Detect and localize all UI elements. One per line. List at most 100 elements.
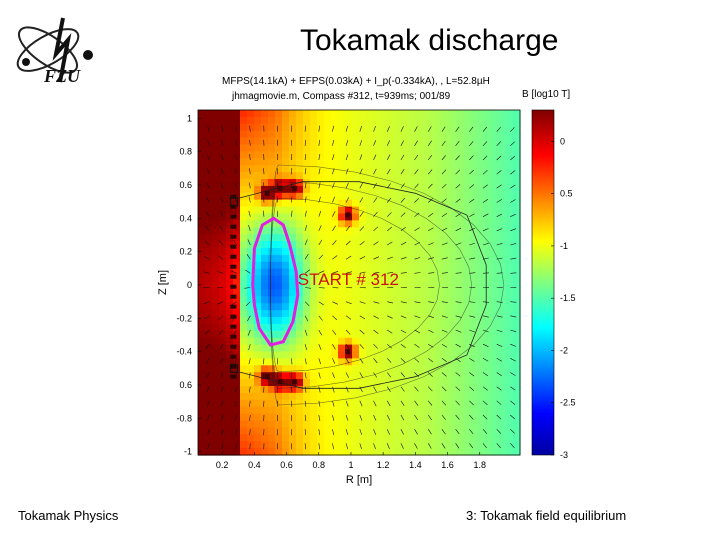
heatmap-cell (450, 123, 458, 132)
heatmap-cell (506, 379, 514, 387)
heatmap-cell (205, 372, 213, 380)
heatmap-cell (282, 130, 290, 139)
field-arrow (496, 199, 502, 203)
heatmap-cell (268, 241, 276, 249)
heatmap-cell (359, 220, 367, 228)
heatmap-cell (478, 165, 486, 173)
heatmap-cell (331, 123, 339, 132)
heatmap-cell (352, 275, 360, 284)
heatmap-cell (205, 434, 213, 442)
heatmap-cell (275, 165, 283, 173)
field-arrow (496, 329, 503, 333)
field-arrow (318, 443, 320, 450)
heatmap-cell (443, 261, 451, 270)
heatmap-cell (317, 158, 325, 166)
field-arrow (496, 213, 503, 217)
field-arrow (441, 126, 446, 132)
heatmap-cell (219, 110, 227, 118)
heatmap-cell (198, 365, 206, 373)
heatmap-cell (450, 289, 458, 297)
field-arrow (469, 242, 476, 246)
heatmap-cell (303, 420, 311, 428)
heatmap-cell (268, 386, 276, 394)
heatmap-cell (471, 379, 479, 387)
heatmap-cell (457, 158, 465, 166)
x-axis: 0.2 0.4 0.6 0.8 1 1.2 1.4 1.6 1.8 (216, 452, 486, 470)
field-arrow (455, 443, 460, 449)
heatmap-cell (373, 123, 381, 132)
heatmap-cell (331, 448, 339, 456)
heatmap-cell (450, 413, 458, 422)
heatmap-cell (499, 420, 507, 428)
heatmap-cell (443, 234, 451, 242)
heatmap-cell (394, 379, 402, 387)
heatmap-cell (359, 386, 367, 394)
heatmap-cell (282, 220, 290, 228)
heatmap-cell (366, 386, 374, 394)
chart-title-line1: MFPS(14.1kA) + EFPS(0.03kA) + I_p(-0.334… (222, 76, 490, 87)
field-arrow (234, 358, 237, 365)
heatmap-cell (310, 220, 318, 228)
heatmap-cell (471, 386, 479, 394)
heatmap-cell (338, 434, 346, 442)
heatmap-cell (401, 144, 409, 152)
heatmap-cell (219, 248, 227, 256)
field-arrow (318, 414, 321, 421)
heatmap-cell (387, 275, 395, 284)
heatmap-cell (415, 261, 423, 270)
heatmap-cell (205, 323, 213, 332)
heatmap-cell (240, 151, 248, 159)
field-arrow (427, 126, 432, 132)
heatmap-cell (436, 220, 444, 228)
heatmap-cell (240, 185, 248, 194)
field-arrow (387, 256, 393, 260)
heatmap-cell (282, 275, 290, 284)
heatmap-cell (401, 448, 409, 456)
heatmap-cell (303, 310, 311, 318)
heatmap-cell (212, 220, 220, 228)
heatmap-cell (289, 323, 297, 332)
heatmap-cell (233, 268, 241, 277)
heatmap-cell (429, 441, 437, 449)
heatmap-cell (436, 330, 444, 339)
field-arrow (249, 125, 251, 132)
field-arrow (400, 301, 407, 304)
heatmap-cell (457, 289, 465, 297)
heatmap-cell (380, 275, 388, 284)
heatmap-cell (261, 365, 269, 373)
heatmap-cell (422, 337, 430, 346)
heatmap-cell (317, 144, 325, 152)
heatmap-cell (429, 268, 437, 277)
heatmap-cell (394, 392, 402, 401)
heatmap-cell (331, 241, 339, 249)
heatmap-cell (457, 268, 465, 277)
heatmap-cell (408, 206, 416, 215)
heatmap-cell (429, 172, 437, 180)
heatmap-cell (499, 427, 507, 435)
heatmap-cell (226, 248, 234, 256)
heatmap-cell (506, 123, 514, 132)
colorbar-tick-label: -2 (560, 345, 568, 355)
solenoid-winding (230, 324, 237, 329)
heatmap-cell (408, 337, 416, 346)
heatmap-cell (198, 379, 206, 387)
heatmap-cell (366, 330, 374, 339)
heatmap-cell (478, 130, 486, 139)
heatmap-cell (324, 234, 332, 242)
heatmap-cell (464, 330, 472, 339)
heatmap-cell (450, 220, 458, 228)
heatmap-cell (282, 296, 290, 304)
field-arrow (359, 344, 364, 349)
heatmap-cell (485, 337, 493, 346)
heatmap-cell (352, 248, 360, 256)
field-arrow (428, 315, 434, 318)
heatmap-cell (247, 213, 255, 221)
heatmap-cell (226, 234, 234, 242)
heatmap-cell (394, 427, 402, 435)
heatmap-cell (226, 241, 234, 249)
field-arrow (249, 182, 251, 189)
heatmap-cell (296, 323, 304, 332)
heatmap-cell (450, 234, 458, 242)
heatmap-cell (415, 392, 423, 401)
heatmap-cell (415, 310, 423, 318)
